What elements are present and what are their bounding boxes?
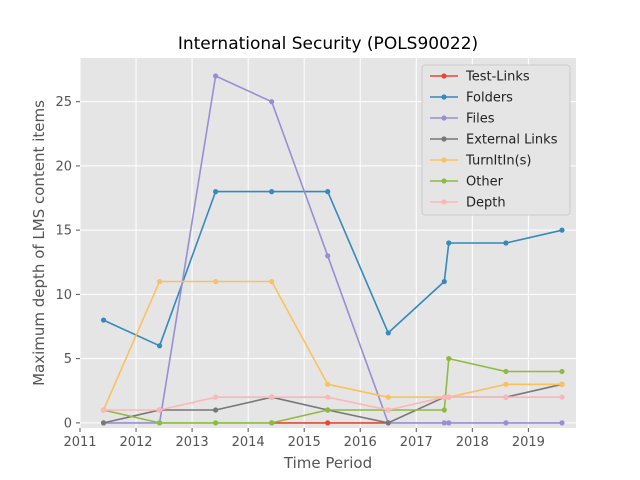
data-point [446,394,452,400]
series-line [103,396,562,411]
legend-marker [441,136,447,142]
series-depth [100,394,565,413]
legend-marker [441,94,447,100]
y-axis-label: Maximum depth of LMS content items [30,100,48,386]
x-tick-label: 2018 [456,435,489,450]
data-point [503,368,509,375]
legend-marker [441,178,447,184]
series-layer [100,73,565,426]
legend: Test-Links Folders Files External Links Turn… [421,64,571,216]
series-other [100,356,565,426]
legend-box [421,64,571,216]
data-point [269,420,275,426]
data-point [100,317,107,323]
data-point [156,420,163,426]
legend-marker [441,157,447,163]
data-point [100,420,107,426]
x-tick-label: 2014 [232,435,265,450]
data-point [503,420,509,426]
legend-item: Files [430,112,495,127]
y-tick-label: 0 [64,416,72,431]
x-tick-label: 2011 [63,435,96,450]
data-point [325,407,331,413]
x-tick-label: 2016 [344,435,377,450]
data-point [503,240,509,246]
data-point [100,407,107,413]
data-point [446,240,452,246]
series-line [103,190,563,347]
x-tick-label: 2015 [288,435,321,450]
legend-item: Depth [430,196,506,211]
data-point [441,407,447,413]
data-point [385,330,391,336]
data-point [559,227,565,233]
x-axis-ticks: 2011 2012 2013 2014 2015 2016 2017 2018 2019 [63,428,545,450]
series-line [103,75,562,424]
data-point [269,278,275,285]
data-point [559,368,565,375]
legend-label: Test-Links [465,70,530,85]
data-point [156,343,163,349]
legend-item: Other [430,175,504,190]
data-point [213,407,219,413]
y-tick-label: 5 [64,352,72,367]
legend-item: Folders [430,91,513,106]
data-point [325,189,331,195]
legend-item: TurnItIn(s) [430,154,531,169]
data-point [446,356,452,362]
data-point [269,394,275,400]
legend-marker [441,73,447,79]
legend-marker [441,199,447,205]
legend-label: Other [466,175,504,190]
data-point [156,278,163,285]
x-tick-label: 2013 [176,435,209,450]
legend-label: TurnItIn(s) [465,154,531,169]
data-point [446,420,452,426]
data-point [325,394,331,400]
data-point [269,99,275,105]
data-point [213,420,219,426]
x-tick-label: 2012 [119,435,152,450]
legend-label: Depth [466,196,506,211]
data-point [213,278,219,285]
series-line [102,280,562,411]
legend-label: External Links [466,133,558,148]
y-tick-label: 25 [55,95,72,110]
data-point [503,381,509,387]
data-point [441,394,447,400]
data-point [559,420,565,426]
y-tick-label: 20 [55,159,72,174]
series-folders [100,189,565,349]
legend-marker [441,115,447,121]
x-axis-label: Time Period [283,454,372,472]
data-point [559,394,565,400]
data-point [325,253,331,259]
x-tick-label: 2017 [400,435,433,450]
series-line [103,357,562,424]
data-point [385,420,391,426]
data-point [156,407,163,413]
legend-label: Files [466,112,495,127]
data-point [213,189,219,195]
data-point [213,73,219,79]
x-tick-label: 2019 [512,435,545,450]
data-point [441,278,447,285]
legend-label: Folders [466,91,513,106]
data-point [325,381,331,387]
data-point [385,407,391,413]
data-point [213,394,219,400]
data-point [441,420,447,426]
data-point [325,420,331,426]
chart-title: International Security (POLS90022) [178,34,478,54]
legend-item: Test-Links [430,70,530,85]
y-axis-ticks: 0 5 10 15 20 25 [55,95,80,431]
y-tick-label: 10 [55,288,72,303]
y-tick-label: 15 [55,224,72,239]
data-point [559,381,565,387]
data-point [269,189,275,195]
data-point [385,394,391,400]
legend-item: External Links [430,133,558,148]
data-point [503,394,509,400]
